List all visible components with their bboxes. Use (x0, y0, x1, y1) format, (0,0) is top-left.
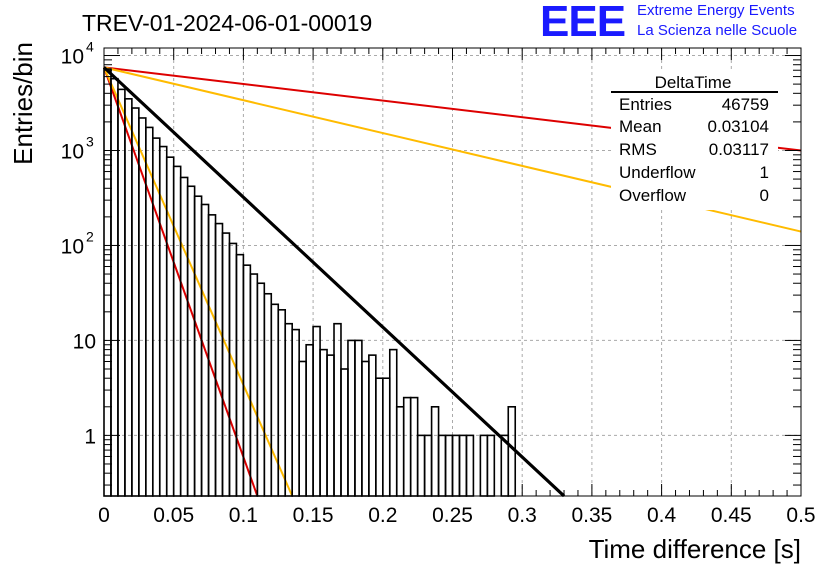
y-axis-label: Entries/bin (8, 42, 38, 165)
histogram-bin (165, 156, 175, 497)
x-tick-label: 0.5 (786, 504, 815, 527)
y-tick-label: 10 (61, 235, 84, 258)
histogram-bin (423, 434, 433, 497)
histogram-bin (368, 354, 377, 497)
y-tick-label: 1 (84, 425, 96, 448)
histogram-bin (333, 322, 342, 497)
histogram-bin (458, 434, 468, 497)
histogram-bin (214, 222, 224, 497)
stats-label-underflow: Underflow (619, 163, 696, 182)
y-tick-exponent: 4 (86, 39, 94, 55)
histogram-bin (221, 232, 231, 497)
histogram-bin (312, 325, 321, 497)
x-tick-label: 0.45 (711, 504, 752, 527)
x-tick-label: 0.15 (293, 504, 334, 527)
histogram-bin (402, 396, 412, 497)
histogram-bin (451, 434, 461, 497)
y-tick-exponent: 2 (86, 228, 94, 244)
histogram-bin (381, 377, 391, 497)
x-tick-label: 0.1 (229, 504, 258, 527)
y-tick-exponent: 3 (86, 133, 94, 149)
histogram-bin (479, 434, 489, 497)
histogram-bin (298, 360, 307, 497)
histogram-bin (354, 339, 363, 497)
axis-ticks (103, 48, 802, 496)
histogram-bin (340, 368, 349, 497)
histogram-bin (263, 292, 273, 497)
histogram-bin (409, 396, 419, 497)
histogram-bin (395, 405, 405, 497)
logo-line-1: Extreme Energy Events (637, 2, 795, 19)
histogram-bin (319, 348, 328, 497)
stats-value-entries: 46759 (722, 95, 769, 114)
histogram-bin (172, 165, 182, 497)
histogram-bin (416, 434, 426, 497)
x-tick-label: 0 (98, 504, 110, 527)
x-tick-label: 0.2 (368, 504, 397, 527)
histogram-bin (193, 195, 203, 497)
histogram-bin (465, 434, 475, 497)
x-tick-labels: 0 0.05 0.1 0.15 0.2 0.25 0.3 0.35 0.4 0.45 0.5 (98, 504, 815, 527)
histogram-bin (444, 434, 454, 497)
x-tick-label: 0.25 (432, 504, 473, 527)
x-tick-label: 0.4 (647, 504, 677, 527)
stats-value-mean: 0.03104 (708, 117, 769, 136)
histogram-bin (486, 434, 496, 497)
stats-title: DeltaTime (655, 73, 732, 92)
histogram (102, 66, 566, 498)
histogram-bin (186, 185, 196, 497)
histogram-bin (249, 273, 259, 497)
histogram-bin (375, 377, 384, 497)
x-tick-label: 0.3 (508, 504, 537, 527)
histogram-bin (347, 339, 356, 497)
logo-line-2: La Scienza nelle Scuole (637, 22, 798, 39)
histogram-bin (256, 282, 266, 497)
stats-label-rms: RMS (619, 140, 657, 159)
histogram-bin (291, 328, 300, 497)
y-tick-label: 10 (61, 46, 84, 69)
y-tick-label: 10 (61, 140, 84, 163)
histogram-bin (326, 354, 335, 497)
histogram-bin (388, 348, 398, 497)
histogram-bin (131, 107, 140, 497)
histogram-bin (124, 98, 133, 497)
stats-box: DeltaTime Entries 46759 Mean 0.03104 RMS… (611, 70, 778, 210)
stats-label-mean: Mean (619, 117, 662, 136)
stats-value-overflow: 0 (760, 186, 769, 205)
fit-line (102, 66, 566, 498)
curve-yellow-steep (103, 66, 294, 497)
histogram-bin (284, 322, 293, 497)
x-tick-label: 0.05 (153, 504, 194, 527)
stats-value-underflow: 1 (760, 163, 769, 182)
stats-value-rms: 0.03117 (709, 140, 769, 159)
histogram-bin (110, 77, 119, 497)
histogram-bin (207, 214, 217, 497)
y-tick-label: 10 (73, 330, 96, 353)
run-title: TREV-01-2024-06-01-00019 (82, 10, 373, 36)
stats-label-overflow: Overflow (619, 186, 687, 205)
histogram-bin (270, 303, 280, 497)
histogram-bin (145, 126, 154, 497)
eee-logo: EEE (540, 0, 626, 46)
histogram-bin (437, 434, 447, 497)
histogram-bin (430, 405, 440, 497)
histogram-bin (228, 242, 238, 497)
histogram-bin (103, 68, 112, 497)
histogram-bin (305, 343, 314, 497)
x-axis-label: Time difference [s] (589, 534, 801, 564)
histogram-bin (179, 176, 189, 497)
histogram-bin (361, 360, 370, 497)
stats-label-entries: Entries (619, 95, 672, 114)
x-tick-label: 0.35 (571, 504, 612, 527)
